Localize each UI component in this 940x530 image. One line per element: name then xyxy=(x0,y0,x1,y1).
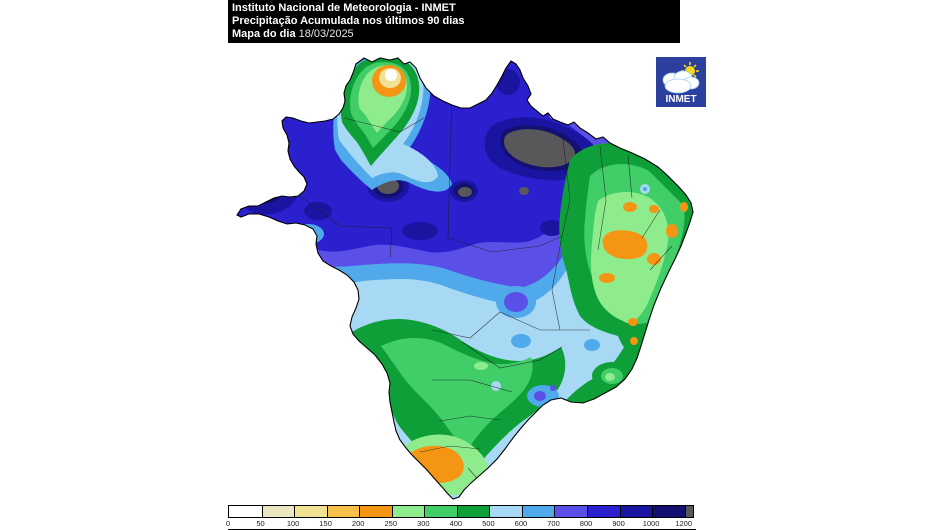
precipitation-legend: 0 50 100 150 200 250 300 400 500 600 700 800 900 1000… xyxy=(225,505,698,530)
legend-segment xyxy=(652,506,685,517)
title-line-3: Mapa do dia 18/03/2025 xyxy=(232,28,680,41)
inmet-logo-graphic: INMET xyxy=(656,57,706,107)
legend-segment xyxy=(521,506,555,517)
legend-tick-label: 700 xyxy=(547,519,560,528)
legend-tick-label: 1000 xyxy=(642,519,660,528)
legend-segment xyxy=(261,506,295,517)
region-northeast-dry-spots xyxy=(599,174,688,326)
legend-segment xyxy=(424,506,457,517)
legend-tick-label: 50 xyxy=(256,519,265,528)
legend-tick-labels: 0 50 100 150 200 250 300 400 500 600 700 800 900 1000… xyxy=(225,518,694,528)
legend-segment xyxy=(554,506,588,517)
legend-tick-label: 200 xyxy=(351,519,365,528)
legend-tick-label: 150 xyxy=(319,519,332,528)
brazil-outline xyxy=(236,57,694,500)
legend-segment xyxy=(456,506,490,517)
legend-tick-label: 1200 xyxy=(675,519,693,528)
map-date-label: Mapa do dia xyxy=(232,28,296,40)
legend-tick-label: 600 xyxy=(514,519,528,528)
legend-segment-overflow xyxy=(684,506,693,517)
legend-tick-label: 250 xyxy=(384,519,398,528)
legend-tick-label: 800 xyxy=(579,519,593,528)
legend-segment xyxy=(587,506,620,517)
legend-segment xyxy=(619,506,653,517)
legend-segment xyxy=(391,506,425,517)
legend-segment xyxy=(294,506,327,517)
legend-segment xyxy=(489,506,522,517)
logo-text: INMET xyxy=(665,94,696,105)
precipitation-regions xyxy=(237,58,693,499)
legend-tick-label: 300 xyxy=(417,519,430,528)
legend-segment xyxy=(229,506,262,517)
title-box: Instituto Nacional de Meteorologia - INM… xyxy=(228,0,680,43)
legend-tick-label: 500 xyxy=(482,519,495,528)
region-roraima-bullseye xyxy=(333,58,452,192)
cloud-icon xyxy=(662,70,700,94)
legend-segment xyxy=(326,506,360,517)
legend-tick-label: 400 xyxy=(449,519,463,528)
title-line-1: Instituto Nacional de Meteorologia - INM… xyxy=(232,2,456,14)
legend-tick-label: 0 xyxy=(225,519,231,528)
inmet-logo: INMET xyxy=(656,57,706,107)
legend-color-bar xyxy=(228,505,694,518)
legend-tick-label: 900 xyxy=(612,519,625,528)
title-line-2: Precipitação Acumulada nos últimos 90 di… xyxy=(232,15,465,27)
map-date-value: 18/03/2025 xyxy=(298,28,354,40)
legend-segment xyxy=(359,506,392,517)
legend-tick-label: 100 xyxy=(286,519,300,528)
